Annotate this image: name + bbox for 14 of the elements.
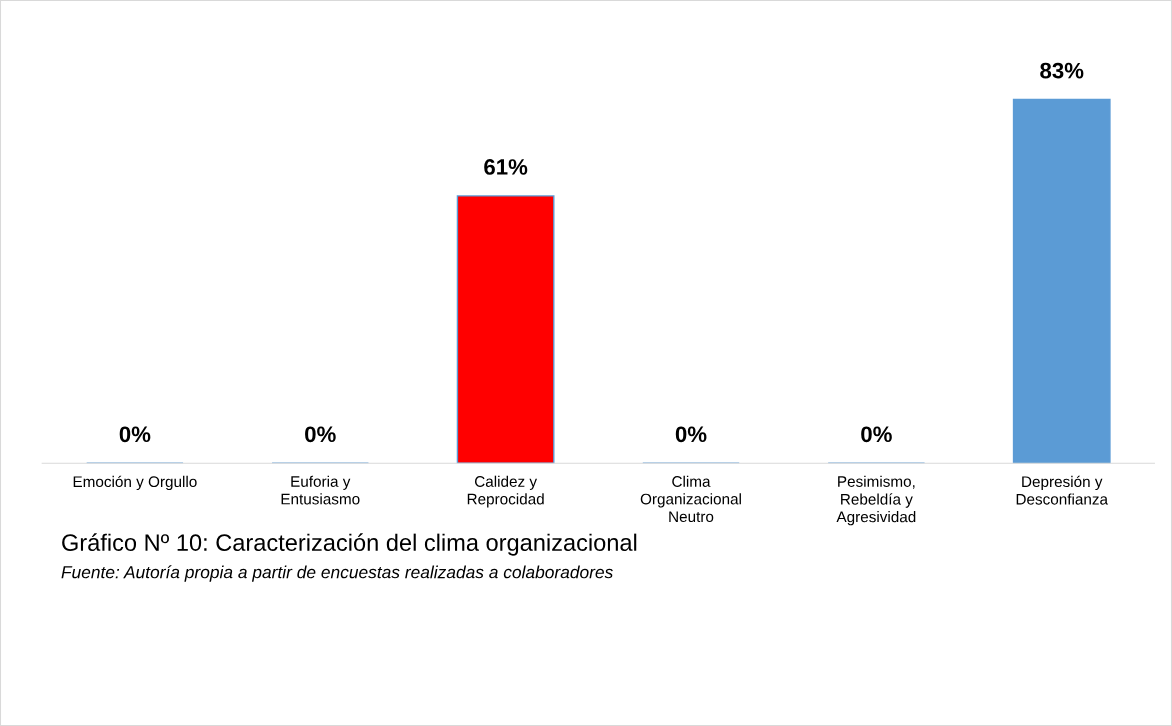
data-label: 61% xyxy=(484,159,528,175)
x-tick-label: Calidez y Reprocidad xyxy=(467,475,544,508)
x-tick-label: Depresión y Desconfianza xyxy=(1016,475,1109,505)
data-label: 0% xyxy=(861,426,892,443)
x-tick-label: Euforia y Entusiasmo xyxy=(281,475,360,505)
data-label: 0% xyxy=(675,426,707,443)
x-tick-label: Emoción y Orgullo xyxy=(73,475,197,491)
data-label: 0% xyxy=(119,426,151,443)
x-tick-label: Clima Organizacional Neutro xyxy=(640,475,741,523)
text: Gráfico Nº 10: Caracterización del clima organizacional xyxy=(62,533,637,556)
source-note: Fuente: Autoría propia a partir de encuestas realizadas a colaboradores xyxy=(61,565,613,582)
data-label: 0% xyxy=(305,426,336,443)
data-label: 83% xyxy=(1040,62,1084,79)
x-tick-label: Pesimismo, Rebeldía y Agresividad xyxy=(836,475,916,526)
